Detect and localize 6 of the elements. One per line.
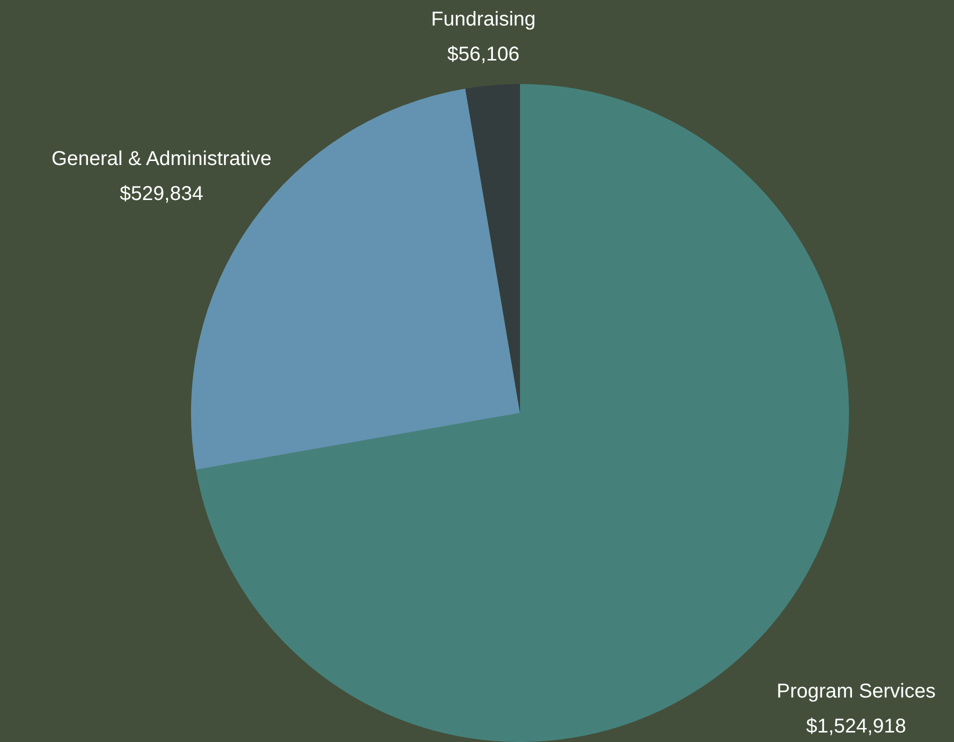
slice-label: Fundraising — [431, 8, 536, 31]
slice-label: General & Administrative — [51, 148, 272, 170]
data-label: $1,524,918 — [806, 716, 906, 738]
slice-label: Program Services — [776, 680, 936, 703]
data-label: $529,834 — [120, 183, 204, 206]
data-label: $56,106 — [447, 44, 520, 66]
